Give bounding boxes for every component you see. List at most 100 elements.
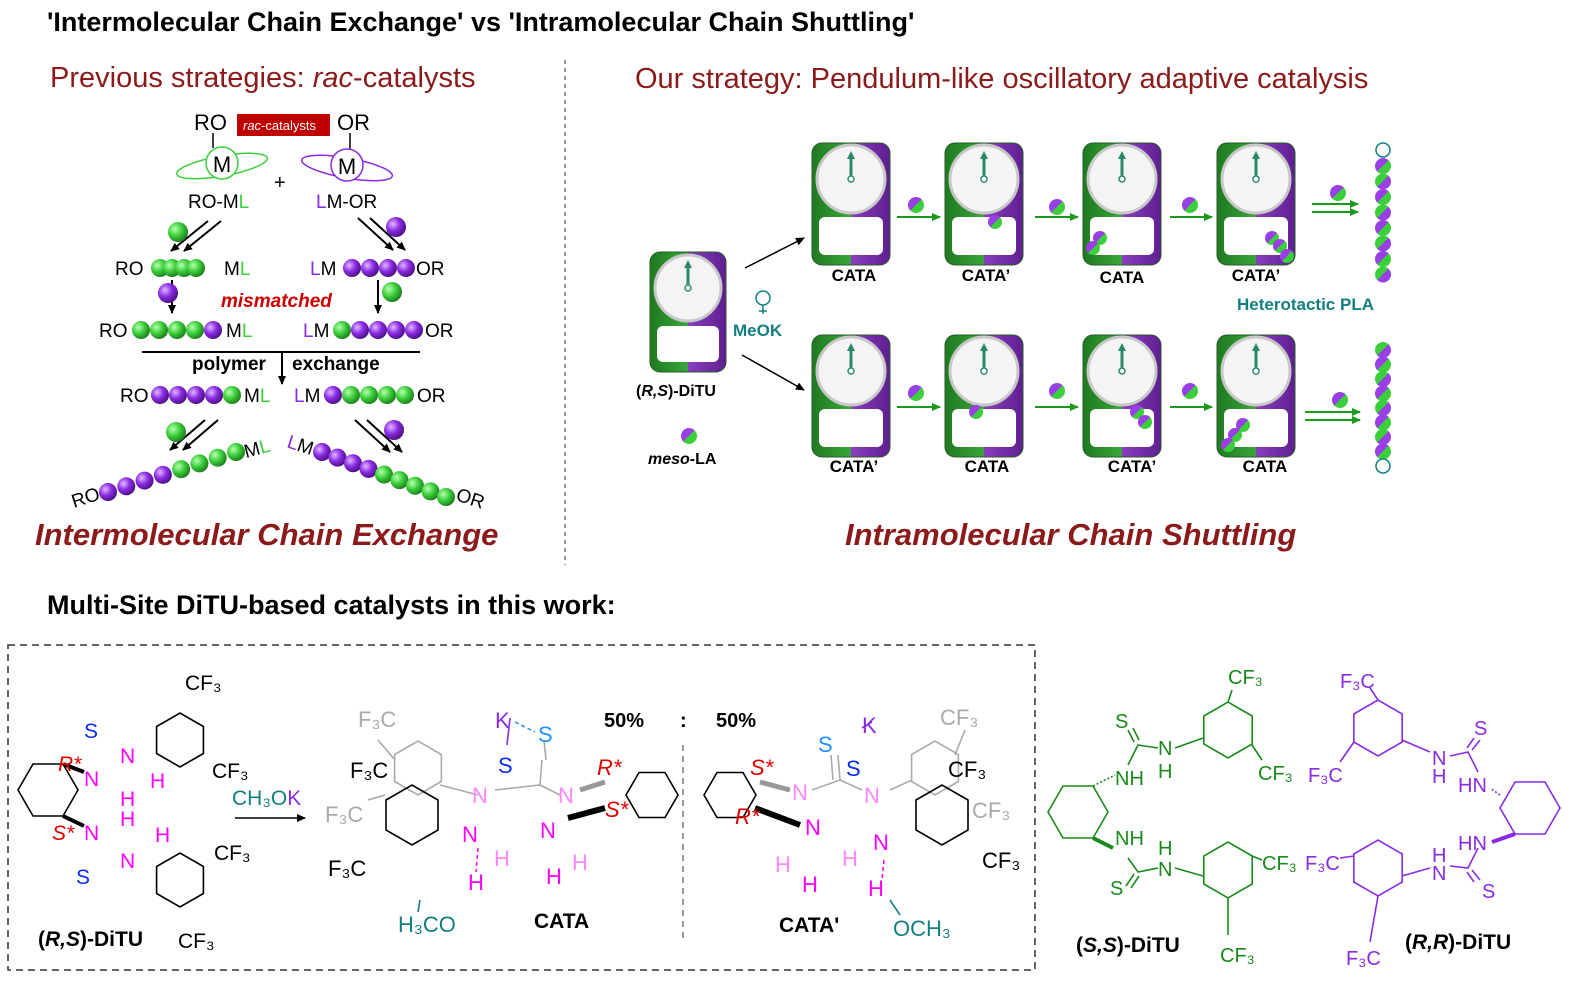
monomer-ball	[359, 459, 378, 478]
cata-atom-label: K	[495, 708, 510, 733]
catalyst-card-top-1	[811, 142, 891, 266]
meso-la-monomer-icon	[908, 385, 924, 401]
cata-prime-atom-label: H	[842, 846, 858, 871]
right-footer-title: Intramolecular Chain Shuttling	[845, 517, 1296, 552]
cata-prime-atom-label: S	[818, 732, 833, 757]
monomer-ball	[405, 321, 423, 339]
bond	[1251, 855, 1263, 861]
card-label-bottom-1: CATA’	[830, 457, 878, 476]
left-panel: Previous strategies: rac-catalysts RO ra…	[35, 62, 498, 552]
cata-atom-label: S*	[605, 797, 630, 822]
green-catalyst-icon: M	[175, 146, 269, 180]
svg-text:M: M	[213, 152, 231, 177]
polymer-unit-icon	[1375, 385, 1391, 402]
bond	[1339, 855, 1355, 859]
bond	[1449, 751, 1479, 773]
cata-prime-atom-label: N	[864, 783, 880, 808]
bond	[62, 762, 85, 774]
bond	[1127, 857, 1159, 873]
rr-ditu-atom-label: F₃C	[1346, 948, 1381, 970]
cata-prime-atom-label: N	[805, 815, 821, 840]
chain6-end: OR	[417, 386, 446, 407]
monomer-ball	[378, 386, 396, 404]
aryl-ring	[155, 712, 205, 768]
lm-or-label: LM-OR	[316, 192, 377, 213]
bond	[506, 717, 511, 746]
bottom-heading: Multi-Site DiTU-based catalysts in this …	[47, 590, 616, 620]
bond	[62, 814, 85, 828]
bond	[417, 899, 421, 913]
aryl-ring	[1353, 699, 1403, 757]
monomer-ball	[343, 259, 361, 277]
bond	[1127, 744, 1159, 766]
cata-prime-atom-label: S*	[750, 755, 775, 780]
bound-monomer-icon	[1228, 428, 1242, 442]
meso-la-monomer-icon	[1182, 197, 1198, 213]
monomer-ball	[360, 386, 378, 404]
bond	[539, 759, 543, 786]
bound-monomer-icon	[1236, 418, 1250, 432]
rs-ditu-atom-label: CF₃	[178, 930, 215, 953]
monomer-ball	[135, 471, 154, 490]
monomer-ball	[342, 386, 360, 404]
cata-prime-atom-label: CF₃	[948, 757, 986, 782]
bond	[1401, 867, 1431, 877]
rs-ditu-atom-label: N	[120, 850, 135, 873]
bond	[889, 779, 913, 791]
monomer-ball	[406, 476, 424, 495]
cata-atom-label: N	[540, 818, 556, 843]
rr-ditu-atom-label: HN	[1458, 833, 1487, 855]
rs-ditu-atom-label: N	[84, 822, 99, 845]
polymer-unit-icon	[1375, 429, 1391, 445]
figure-title: 'Intermolecular Chain Exchange' vs 'Intr…	[47, 7, 914, 37]
ss-ditu-atom-label: H	[1158, 838, 1172, 860]
bond	[759, 779, 791, 793]
cata-atom-label: S	[498, 753, 513, 778]
bond	[377, 739, 396, 761]
meso-la-monomer-icon	[1332, 392, 1348, 408]
plus-sign: +	[274, 172, 286, 194]
bond	[142, 866, 157, 876]
catalyst-cards	[649, 142, 1391, 474]
bond	[494, 784, 561, 796]
monomer-ball	[351, 321, 369, 339]
rs-ditu-atom-label: H	[150, 770, 165, 793]
bond	[484, 800, 512, 830]
cyclohexane-ring	[1499, 781, 1561, 835]
purple-catalyst-icon: M	[300, 148, 394, 182]
cata-atom-label: H	[494, 846, 510, 871]
monomer-ball	[187, 259, 205, 277]
chain7-start: RO	[69, 484, 103, 513]
monomer-ball	[387, 321, 405, 339]
monomer-ball	[223, 386, 241, 404]
bound-monomer-icon	[988, 215, 1002, 229]
monomer-ball	[204, 321, 222, 339]
bond	[1092, 836, 1114, 850]
bond	[1130, 875, 1140, 889]
bond	[203, 852, 214, 866]
ratio-cata-prime: 50%	[716, 710, 756, 732]
monomer-ball	[172, 460, 191, 479]
card-label-bottom-4: CATA	[1243, 457, 1288, 476]
bond	[1092, 774, 1116, 787]
monomer-ball	[208, 448, 227, 467]
rr-ditu-atom-label: F₃C	[1340, 671, 1375, 693]
rs-ditu-atom-label: S	[76, 866, 90, 889]
aryl-ring	[155, 852, 205, 908]
cata-prime-atom-label: H	[868, 876, 884, 901]
bond	[1127, 729, 1135, 743]
cata-prime-name: CATA'	[779, 914, 839, 937]
chain-end-icon	[1375, 142, 1391, 158]
monomer-ball	[227, 443, 245, 461]
reagent-label: CH₃OK	[232, 787, 301, 810]
monomer-ball	[187, 386, 205, 404]
cata-prime-atom-label: S	[846, 756, 861, 781]
bond	[852, 780, 858, 805]
cata-prime-atom-label: N	[792, 780, 808, 805]
bound-monomer-icon	[969, 405, 983, 419]
chain-end-icon	[1375, 458, 1391, 474]
free-monomer-ball	[168, 222, 188, 242]
rr-ditu-atom-label: H	[1432, 845, 1446, 867]
polymer-unit-icon	[1375, 251, 1391, 267]
rr-ditu-name: (R,R)-DiTU	[1405, 931, 1511, 954]
